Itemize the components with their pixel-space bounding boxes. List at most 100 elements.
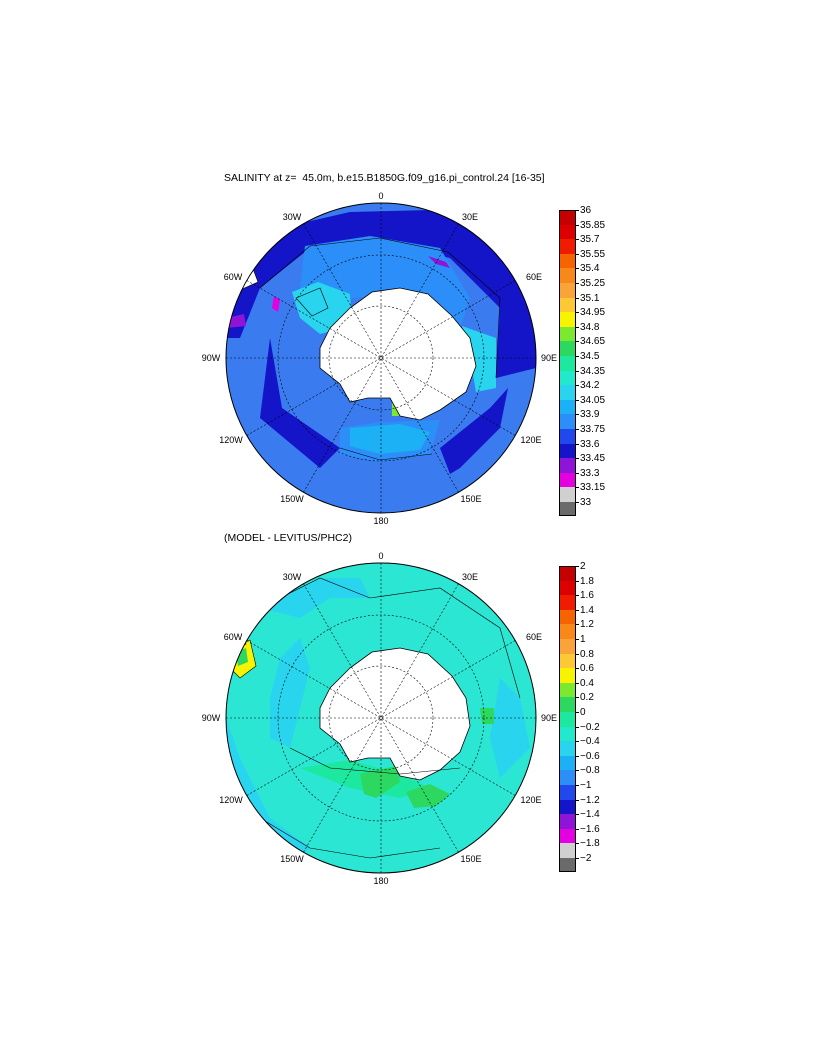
colorbar-swatch — [559, 501, 576, 517]
colorbar-swatch — [559, 399, 576, 415]
lon-label-120e: 120E — [520, 435, 541, 445]
colorbar-tick — [576, 843, 579, 845]
colorbar-level: −0.4 — [556, 736, 626, 756]
colorbar-level: −0.2 — [556, 722, 626, 742]
antarctica-landmass — [319, 647, 471, 781]
colorbar-swatch — [559, 355, 576, 371]
colorbar-label: 34.35 — [580, 365, 606, 377]
lon-label-180: 180 — [373, 876, 388, 886]
lon-label-60e: 60E — [526, 632, 542, 642]
top-map-title: SALINITY at z= 45.0m, b.e15.B1850G.f09_g… — [224, 172, 545, 184]
colorbar-swatch — [559, 770, 576, 785]
contour-line — [295, 287, 329, 317]
lon-label-90w: 90W — [202, 713, 221, 723]
colorbar-tick — [576, 682, 579, 684]
colorbar-swatch — [559, 668, 576, 683]
colorbar-level: 33.9 — [556, 409, 626, 429]
colorbar-label: 35.55 — [580, 248, 606, 260]
colorbar-level: 0.4 — [556, 678, 626, 698]
colorbar-swatch — [559, 653, 576, 669]
colorbar-swatch — [559, 755, 576, 771]
colorbar-level: 0 — [556, 707, 626, 727]
colorbar-tick — [576, 458, 579, 460]
difference-colorbar: 2 1.8 1.6 1.4 1.2 1 0.8 0.6 0.4 0.2 0 −0.2 −0.4 −0.6 −… — [556, 561, 626, 873]
colorbar-tick — [576, 385, 579, 387]
colorbar-tick — [576, 312, 579, 314]
colorbar-level: 33.15 — [556, 482, 626, 502]
colorbar-swatch — [559, 282, 576, 298]
colorbar-swatch — [559, 799, 576, 815]
colorbar-swatch — [559, 370, 576, 386]
colorbar-tick — [576, 624, 579, 626]
colorbar-swatch — [559, 741, 576, 756]
colorbar-tick — [576, 443, 579, 445]
colorbar-swatch — [559, 341, 576, 356]
colorbar-tick — [576, 726, 579, 728]
colorbar-swatch — [559, 312, 576, 327]
colorbar-label: 0.6 — [580, 663, 594, 675]
colorbar-tick — [576, 428, 579, 430]
colorbar-level: −1.8 — [556, 838, 626, 858]
colorbar-label: 0.8 — [580, 648, 594, 660]
colorbar-label: 1.6 — [580, 590, 594, 602]
lon-label-120w: 120W — [219, 795, 243, 805]
colorbar-swatch — [559, 726, 576, 742]
colorbar-tick — [576, 814, 579, 816]
colorbar-swatch — [559, 711, 576, 727]
salinity-band-low — [226, 210, 536, 378]
lon-label-90e: 90E — [541, 713, 557, 723]
colorbar-swatch — [559, 472, 576, 488]
salinity-band-low-west — [260, 338, 340, 468]
colorbar-level: 35.4 — [556, 263, 626, 283]
colorbar-label: 35.7 — [580, 234, 600, 246]
colorbar-label: 33.45 — [580, 453, 606, 465]
colorbar-swatch — [559, 828, 576, 844]
colorbar-label: −0.2 — [580, 721, 600, 733]
colorbar-swatch — [559, 566, 576, 581]
colorbar-label: 33 — [580, 496, 592, 508]
colorbar-level: 2 — [556, 561, 626, 581]
colorbar-swatch — [559, 843, 576, 858]
colorbar-level: 35.1 — [556, 293, 626, 313]
graticule — [226, 563, 536, 873]
colorbar-swatch — [559, 239, 576, 254]
colorbar-swatch — [559, 326, 576, 342]
colorbar-label: −1.8 — [580, 838, 600, 850]
colorbar-level: 35.7 — [556, 234, 626, 254]
colorbar-swatch — [559, 428, 576, 444]
colorbar-level: 33.45 — [556, 453, 626, 473]
colorbar-level: 34.35 — [556, 366, 626, 386]
colorbar-label: −1.2 — [580, 794, 600, 806]
colorbar-swatch — [559, 814, 576, 829]
colorbar-level: 34.65 — [556, 336, 626, 356]
salinity-patch-magenta — [272, 296, 280, 312]
colorbar-level: 1 — [556, 634, 626, 654]
colorbar-tick — [576, 326, 579, 328]
colorbar-label: −0.6 — [580, 750, 600, 762]
colorbar-label: 0 — [580, 706, 586, 718]
colorbar-swatch — [559, 297, 576, 313]
colorbar-swatch — [559, 487, 576, 502]
lon-label-30w: 30W — [283, 572, 302, 582]
colorbar-tick — [576, 697, 579, 699]
contour-line — [339, 447, 433, 461]
colorbar-tick — [576, 487, 579, 489]
colorbar-level: −2 — [556, 853, 626, 873]
lon-label-150e: 150E — [460, 494, 481, 504]
colorbar-level: 35.55 — [556, 249, 626, 269]
contour-line — [289, 747, 461, 775]
lon-label-30e: 30E — [462, 572, 478, 582]
colorbar-label: −1.4 — [580, 809, 600, 821]
colorbar-label: 35.1 — [580, 292, 600, 304]
colorbar-tick — [576, 414, 579, 416]
difference-band-negative-north — [260, 578, 370, 618]
difference-band-negative-east — [490, 678, 530, 778]
bottom-map-title: (MODEL - LEVITUS/PHC2) — [224, 532, 352, 544]
colorbar-tick — [576, 799, 579, 801]
colorbar-tick — [576, 755, 579, 757]
colorbar-tick — [576, 268, 579, 270]
colorbar-tick — [576, 711, 579, 713]
colorbar-label: 1 — [580, 633, 586, 645]
colorbar-tick — [576, 224, 579, 226]
colorbar-level: 34.95 — [556, 307, 626, 327]
